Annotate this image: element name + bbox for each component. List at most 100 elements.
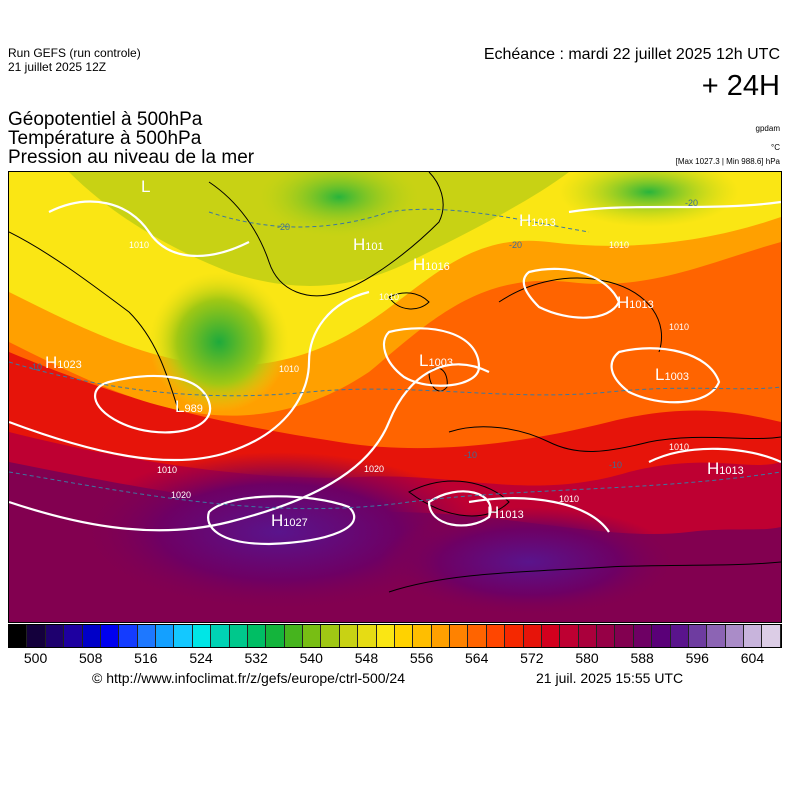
colorbar-tick: 564 [465,650,489,666]
colorbar-swatch [376,625,395,647]
centre-high: H1013 [707,459,744,478]
isobar-label: 1010 [559,494,579,504]
colorbar-tick: 500 [23,650,48,666]
colorbar-tick: 588 [630,650,654,666]
colorbar-swatch [45,625,65,647]
isobar [610,347,721,404]
colorbar-swatch [505,625,524,647]
isobars [9,200,781,546]
colorbar-swatch [541,625,561,647]
colorbar-tick: 516 [134,650,158,666]
pressure-centres: H1023 H1027 H1013 H1016 H1013 H1013 H101… [45,177,744,530]
coast-iberia [408,480,510,517]
coast-greenland [208,172,444,297]
colorbar-swatch [744,625,763,647]
isobar-labels: 1010 1010 1010 1020 1020 1010 1010 1010 … [129,240,689,504]
temp-label: -10 [464,450,477,460]
field-purple-mediterranean [379,507,679,617]
centre-low: L1003 [419,351,453,370]
colorbar [8,624,782,648]
isobar [427,490,492,527]
colorbar-swatch [174,625,193,647]
centre-high: H1027 [271,511,308,530]
colorbar-tick: 580 [575,650,599,666]
colorbar-tick: 540 [299,650,323,666]
temp-isoline [208,208,590,233]
isobar-label: 1020 [171,490,191,500]
temp-label: -20 [509,240,522,250]
temp-isolines [9,208,781,510]
param-geopotential: Géopotentiel à 500hPa [8,109,203,130]
forecast-valid-time: Echéance : mardi 22 juillet 2025 12h UTC [483,46,780,63]
isobar [93,374,212,434]
coastlines [9,172,781,593]
colorbar-swatch [486,625,506,647]
colorbar-ticks: 500 508 516 524 532 540 548 556 564 572 580 588 596 6… [8,650,780,668]
colorbar-swatch [688,625,708,647]
isobar [522,267,621,319]
colorbar-swatch [707,625,726,647]
isobar [9,290,370,462]
temp-isoline [9,471,781,510]
colorbar-swatch [27,625,46,647]
colorbar-swatch [615,625,634,647]
centre-high: H1023 [45,353,82,372]
colorbar-swatch [652,625,671,647]
isobar-label: 1010 [129,240,149,250]
temp-label: -10 [29,362,42,372]
colorbar-swatch [560,625,579,647]
temp-isoline [9,361,781,397]
unit-pressure-range: [Max 1027.3 | Min 988.6] hPa [675,157,780,166]
field-green-greenland [259,172,419,237]
coast-africa [388,561,781,593]
isobar-label: 1020 [364,464,384,474]
parameter-list: Géopotentiel à 500hPa Température à 500h… [8,110,254,167]
param-temperature: Température à 500hPa [8,128,202,149]
isobar [48,200,250,258]
centre-high: H1013 [487,503,524,522]
colorbar-tick: 596 [685,650,709,666]
isobar-label: 1010 [379,292,399,302]
coast-europe [448,426,781,452]
map-canvas: H1023 H1027 H1013 H1016 H1013 H1013 H101… [9,172,781,622]
colorbar-tick: 508 [79,650,103,666]
colorbar-swatch [670,625,689,647]
colorbar-swatch [321,625,340,647]
colorbar-swatch [64,625,83,647]
colorbar-swatch [431,625,450,647]
run-model: Run GEFS (run controle) [8,46,141,60]
colorbar-swatch [211,625,230,647]
unit-temperature: °C [771,143,780,152]
isobar [207,495,356,546]
colorbar-swatch [9,625,28,647]
centre-high: H1016 [413,255,450,274]
colorbar-swatch [339,625,359,647]
param-pressure: Pression au niveau de la mer [8,147,255,168]
run-info: Run GEFS (run controle) 21 juillet 2025 … [8,46,141,74]
isobar [568,200,781,214]
colorbar-swatch [597,625,616,647]
colorbar-swatch [156,625,175,647]
colorbar-swatch [119,625,138,647]
run-date: 21 juillet 2025 12Z [8,60,107,74]
temp-labels: -20 -20 -20 -10 -10 -10 [29,198,698,470]
centre-low: L [141,177,150,196]
colorbar-swatch [303,625,322,647]
colorbar-swatch [523,625,542,647]
coast-scandinavia [498,277,663,353]
forecast-map: H1023 H1027 H1013 H1016 H1013 H1013 H101… [8,171,782,623]
colorbar-swatch [468,625,487,647]
colorbar-swatch [266,625,285,647]
source-url: © http://www.infoclimat.fr/z/gefs/europe… [92,670,406,686]
isobar [382,327,481,387]
isobar-label: 1010 [609,240,629,250]
colorbar-swatch [450,625,469,647]
centre-low: L989 [175,397,203,416]
colorbar-swatch [413,625,432,647]
isobar-label: 1010 [669,322,689,332]
colorbar-swatch [762,625,781,647]
colorbar-tick: 556 [409,650,434,666]
colorbar-swatch [633,625,653,647]
colorbar-swatch [247,625,267,647]
colorbar-tick: 572 [520,650,544,666]
